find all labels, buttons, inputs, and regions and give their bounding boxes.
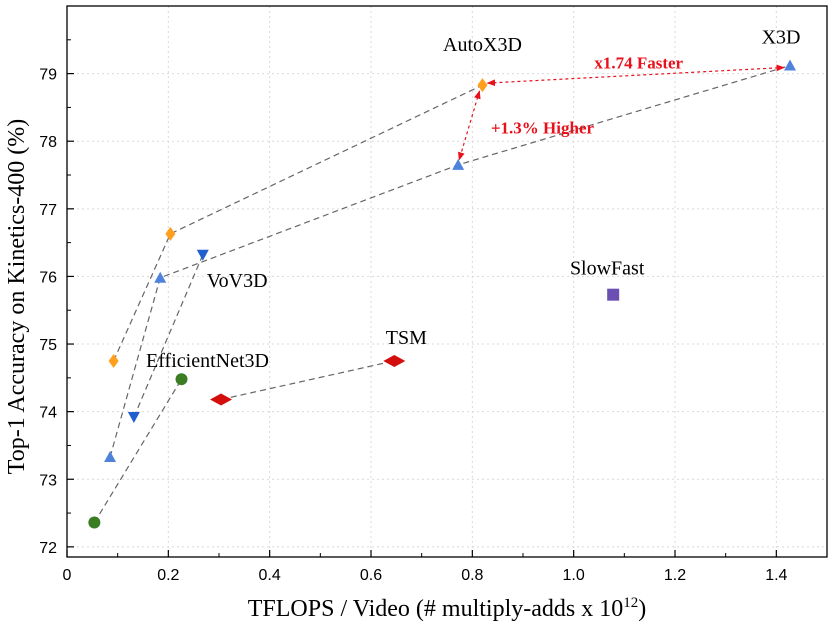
annotation-faster: x1.74 Faster bbox=[594, 54, 683, 73]
y-tick-label: 75 bbox=[39, 337, 57, 354]
y-tick-label: 77 bbox=[39, 202, 57, 219]
x-tick-label: 1.2 bbox=[664, 567, 686, 584]
x-tick-label: 0.8 bbox=[461, 567, 483, 584]
point-autox3d bbox=[477, 78, 488, 93]
series-labels: AutoX3D X3D VoV3D EfficientNet3D TSM SlowFast bbox=[146, 26, 800, 372]
x-tick-label: 0 bbox=[63, 567, 72, 584]
point-efficientnet3d bbox=[88, 516, 101, 529]
connector-lines bbox=[93, 64, 791, 523]
connector-x3d bbox=[109, 64, 791, 458]
arrow-faster bbox=[486, 64, 785, 87]
point-efficientnet3d bbox=[175, 373, 188, 386]
point-x3d bbox=[452, 158, 465, 170]
y-axis-title: Top-1 Accuracy on Kinetics-400 (%) bbox=[4, 119, 30, 475]
y-tick-label: 79 bbox=[39, 67, 57, 84]
x-tick-label: 1.0 bbox=[563, 567, 585, 584]
label-efficientnet3d: EfficientNet3D bbox=[146, 350, 269, 372]
connector-autox3d bbox=[113, 84, 483, 362]
label-slowfast: SlowFast bbox=[570, 258, 645, 280]
label-x3d: X3D bbox=[762, 26, 801, 48]
x-tick-label: 0.4 bbox=[259, 567, 281, 584]
label-tsm: TSM bbox=[386, 327, 427, 349]
x-axis-title: TFLOPS / Video (# multiply-adds x 1012) bbox=[248, 595, 646, 622]
x-tick-label: 0.6 bbox=[360, 567, 382, 584]
x-tick-label: 1.4 bbox=[765, 567, 787, 584]
connector-efficientnet3d bbox=[93, 378, 183, 523]
point-autox3d bbox=[108, 353, 119, 368]
annotation-arrows bbox=[458, 64, 785, 161]
x-tick-label: 0.2 bbox=[157, 567, 179, 584]
y-tick-label: 74 bbox=[39, 405, 57, 422]
annotation-higher: +1.3% Higher bbox=[491, 119, 595, 138]
plot-frame bbox=[66, 5, 828, 558]
y-tick-label: 78 bbox=[39, 134, 57, 151]
y-tick-label: 73 bbox=[39, 472, 57, 489]
y-tick-label: 76 bbox=[39, 269, 57, 286]
axes: 0 0.2 0.4 0.6 0.8 1.0 1.2 1.4 72 73 74 75 76 77 78 79 bbox=[39, 39, 828, 584]
point-autox3d bbox=[165, 226, 176, 241]
point-x3d bbox=[784, 59, 797, 71]
point-vov3d bbox=[196, 249, 209, 261]
label-vov3d: VoV3D bbox=[207, 270, 268, 292]
grid-layer bbox=[66, 6, 827, 557]
point-vov3d bbox=[127, 412, 140, 424]
point-tsm bbox=[210, 393, 233, 406]
y-tick-label: 72 bbox=[39, 540, 57, 557]
point-x3d bbox=[104, 450, 117, 462]
label-autox3d: AutoX3D bbox=[443, 34, 522, 56]
data-points bbox=[88, 59, 797, 529]
point-slowfast bbox=[607, 288, 620, 301]
arrow-higher bbox=[458, 90, 481, 161]
point-x3d bbox=[154, 271, 167, 283]
point-tsm bbox=[383, 354, 406, 367]
